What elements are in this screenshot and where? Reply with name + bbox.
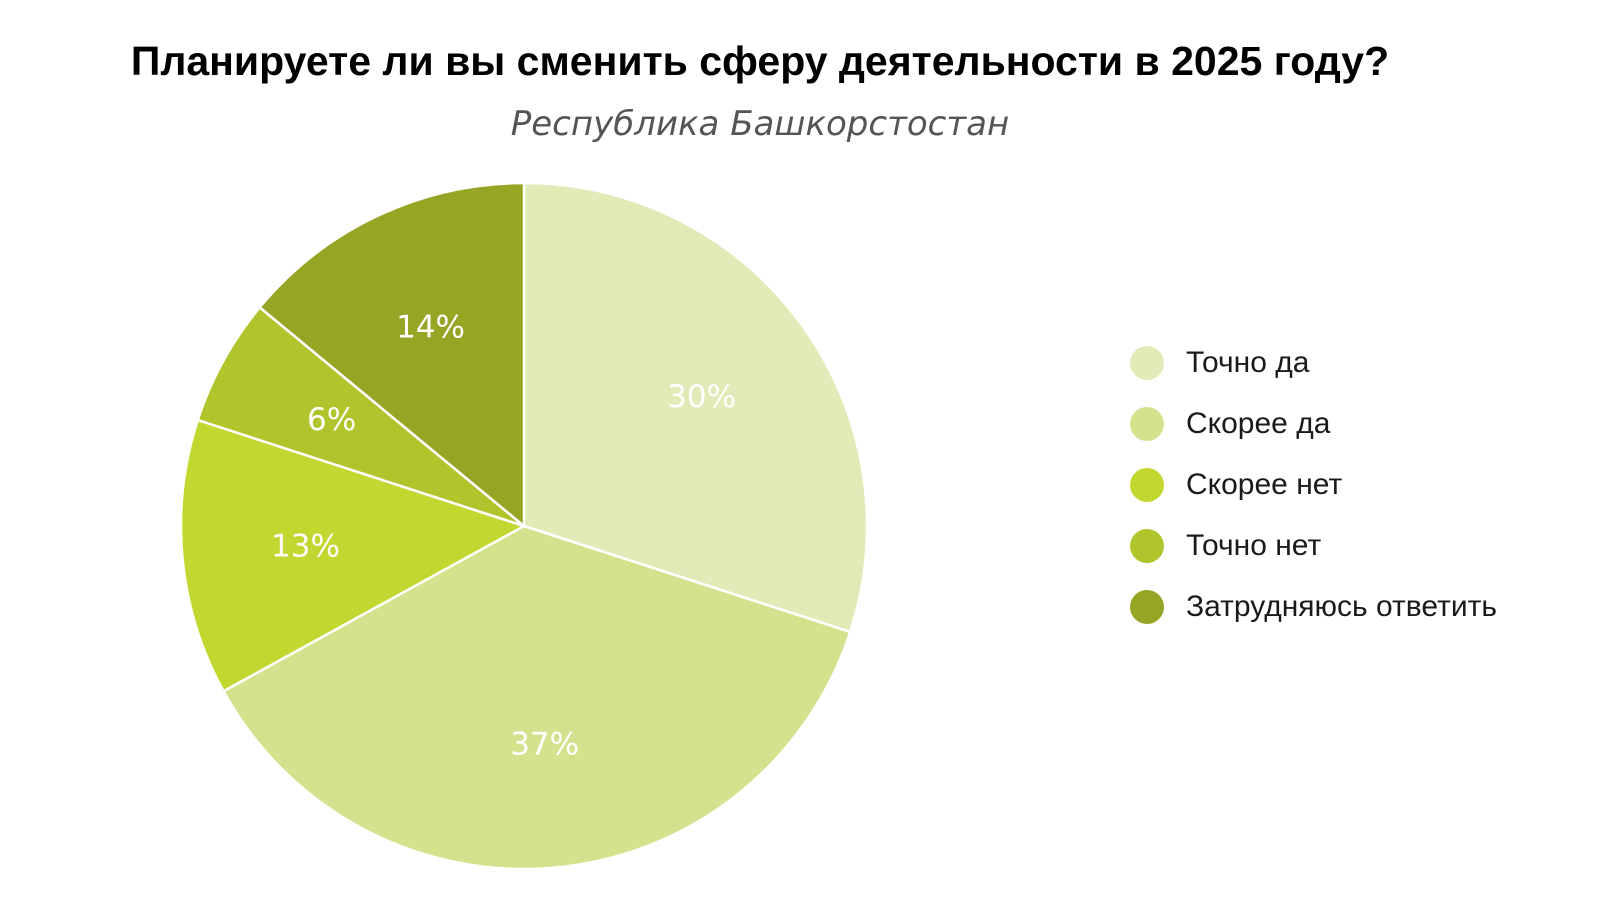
chart-subtitle: Республика Башкорстостан [510,104,1010,144]
legend-label: Скорее нет [1186,467,1343,501]
legend-swatch-icon [1130,528,1164,563]
slice-data-label-4: 6% [307,402,356,438]
pie-chart: 30% 37% 13% 6% 14% [179,181,869,871]
pie-slice-5 [257,181,526,529]
slice-data-label-3: 13% [271,529,340,565]
legend-label: Скорее да [1186,406,1331,440]
legend-item-1: Точно да [1130,332,1497,393]
legend-item-3: Скорее нет [1130,454,1497,515]
legend-swatch-icon [1130,345,1164,380]
legend-swatch-icon [1130,589,1164,624]
slice-data-label-2: 37% [510,727,579,763]
legend-item-2: Скорее да [1130,393,1497,454]
legend-label: Точно да [1186,345,1310,379]
chart-legend: Точно да Скорее да Скорее нет Точно нет Затр… [1130,332,1497,637]
legend-swatch-icon [1130,406,1164,441]
legend-swatch-icon [1130,467,1164,502]
legend-item-5: Затрудняюсь ответить [1130,576,1497,637]
chart-title: Планируете ли вы сменить сферу деятельно… [130,38,1390,84]
legend-label: Затрудняюсь ответить [1186,589,1497,623]
legend-label: Точно нет [1186,528,1322,562]
pie-slice-1 [522,181,869,634]
legend-item-4: Точно нет [1130,515,1497,576]
slice-data-label-1: 30% [667,379,736,415]
pie-slice-3 [179,418,528,693]
slice-data-label-5: 14% [396,309,465,345]
pie-slice-2 [221,524,852,871]
pie-slice-4 [196,305,525,528]
